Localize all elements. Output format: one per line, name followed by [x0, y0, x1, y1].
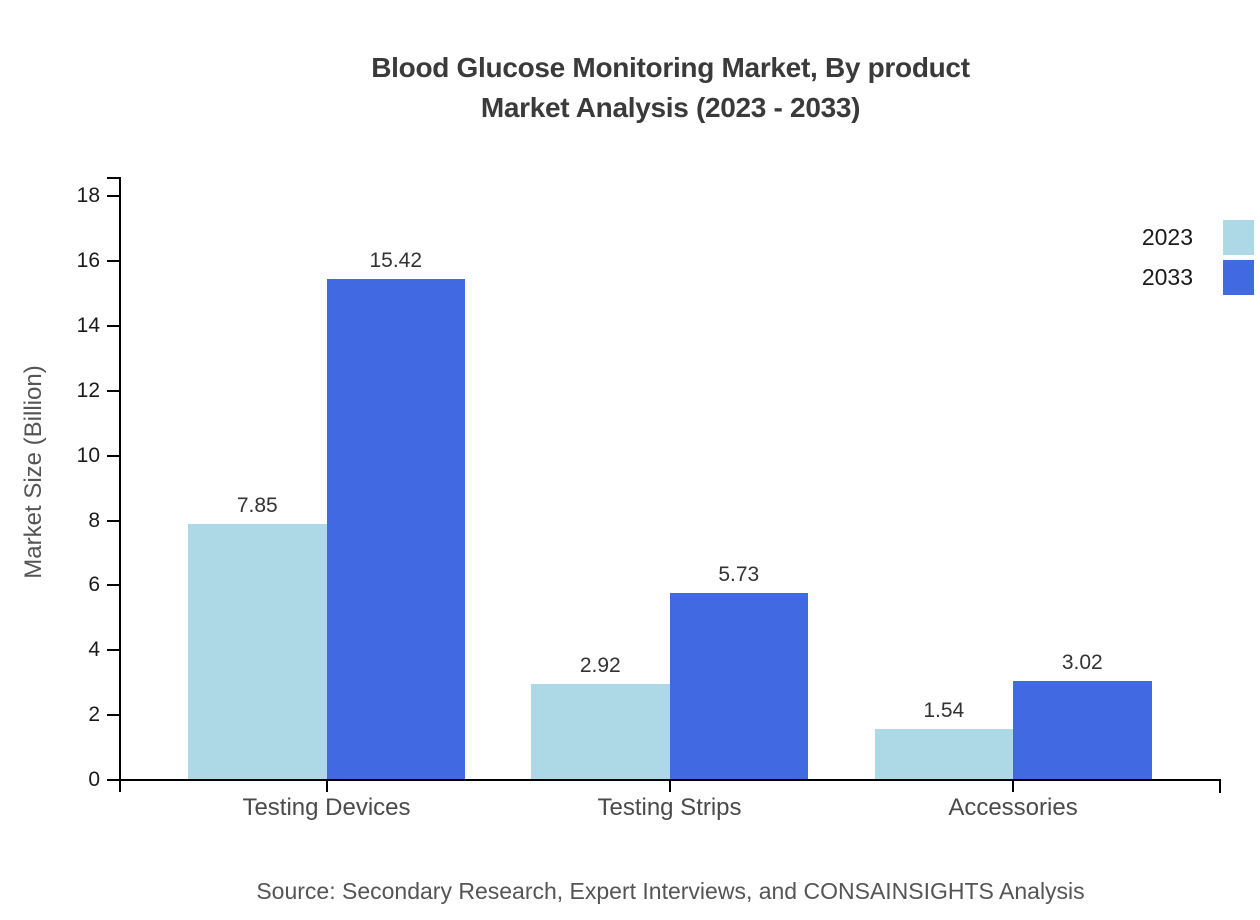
chart-legend: 2023 2033	[1142, 220, 1254, 300]
y-axis-tick-2	[107, 714, 120, 716]
bar-value-label-2033-accessories: 3.02	[1061, 651, 1103, 674]
source-note: Source: Secondary Research, Expert Inter…	[256, 878, 1085, 904]
y-axis-tick-10	[107, 455, 120, 457]
x-category-label-testing-devices: Testing Devices	[242, 794, 411, 821]
y-axis-tick-label-12: 12	[76, 379, 100, 402]
chart-title-line-2: Market Analysis (2023 - 2033)	[480, 92, 861, 123]
y-axis-line	[119, 177, 121, 792]
legend-swatch-2033	[1223, 260, 1254, 295]
bar-2033-accessories	[1013, 681, 1152, 779]
y-axis-tick-14	[107, 325, 120, 327]
x-axis-line	[108, 779, 1221, 781]
bar-2023-testing-strips	[531, 684, 670, 779]
y-axis-tick-16	[107, 260, 120, 262]
x-axis-tick-accessories	[1012, 779, 1014, 792]
y-axis-tick-0	[107, 779, 120, 781]
y-axis-tick-label-10: 10	[76, 444, 100, 467]
bar-2033-testing-strips	[669, 593, 808, 779]
bar-value-label-2033-testing-devices: 15.42	[369, 249, 423, 272]
y-axis-top-cap	[107, 177, 121, 179]
chart-title: Blood Glucose Monitoring Market, By prod…	[120, 48, 1221, 128]
y-axis-tick-label-0: 0	[88, 768, 100, 791]
bar-value-label-2023-testing-devices: 7.85	[236, 494, 278, 517]
chart-title-line-1: Blood Glucose Monitoring Market, By prod…	[371, 52, 970, 83]
legend-item-2033: 2033	[1142, 260, 1254, 295]
y-axis-tick-8	[107, 520, 120, 522]
legend-label-2033: 2033	[1141, 264, 1193, 290]
bar-value-label-2023-testing-strips: 2.92	[579, 654, 621, 677]
x-category-label-testing-strips: Testing Strips	[597, 794, 742, 821]
legend-swatch-2023	[1223, 220, 1254, 255]
y-axis-tick-6	[107, 584, 120, 586]
x-axis-tick-testing-strips	[668, 779, 671, 792]
y-axis-tick-label-16: 16	[76, 249, 100, 272]
y-axis-tick-12	[107, 390, 120, 392]
y-axis-tick-4	[107, 649, 120, 651]
legend-label-2023: 2023	[1141, 224, 1193, 250]
bar-2023-accessories	[874, 729, 1013, 779]
bar-value-label-2023-accessories: 1.54	[923, 699, 965, 722]
y-axis-tick-label-6: 6	[88, 573, 100, 596]
y-axis-tick-18	[107, 195, 120, 197]
y-axis-tick-label-4: 4	[88, 638, 100, 661]
y-axis-tick-label-14: 14	[76, 314, 100, 337]
y-axis-tick-label-18: 18	[76, 184, 100, 207]
y-axis-tick-label-8: 8	[88, 509, 100, 532]
x-axis-end-cap	[1219, 779, 1221, 793]
y-axis-tick-label-2: 2	[88, 703, 100, 726]
x-axis-tick-testing-devices	[325, 779, 328, 792]
bar-2033-testing-devices	[326, 279, 465, 779]
x-category-label-accessories: Accessories	[948, 794, 1078, 821]
bar-value-label-2033-testing-strips: 5.73	[718, 563, 760, 586]
legend-item-2023: 2023	[1142, 220, 1254, 255]
bar-2023-testing-devices	[188, 524, 327, 779]
